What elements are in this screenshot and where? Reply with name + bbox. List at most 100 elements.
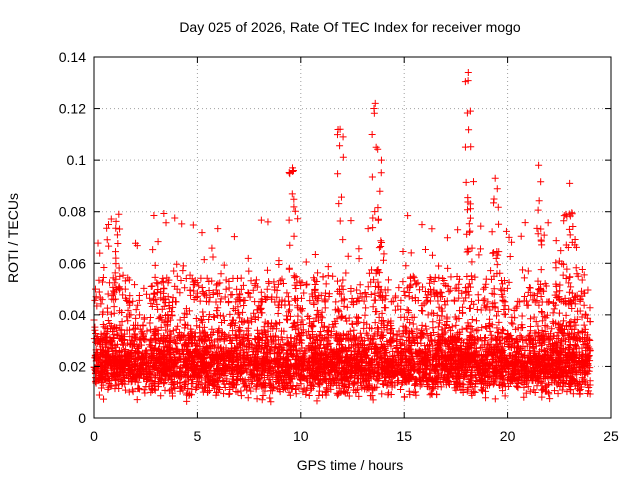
data-point bbox=[562, 364, 570, 372]
data-point bbox=[100, 395, 108, 403]
data-point bbox=[345, 392, 353, 400]
data-point bbox=[108, 345, 116, 353]
data-point bbox=[429, 324, 437, 332]
data-point bbox=[434, 323, 442, 331]
data-point bbox=[540, 385, 548, 393]
data-point bbox=[146, 319, 154, 327]
data-point bbox=[527, 322, 535, 330]
data-point bbox=[198, 284, 206, 292]
data-point bbox=[227, 340, 235, 348]
data-point bbox=[468, 315, 476, 323]
data-point bbox=[586, 390, 594, 398]
data-point bbox=[452, 321, 460, 329]
data-point bbox=[354, 375, 362, 383]
data-point bbox=[244, 394, 252, 402]
data-point bbox=[373, 383, 381, 391]
data-point bbox=[492, 312, 500, 320]
data-point bbox=[98, 296, 106, 304]
data-point bbox=[461, 372, 469, 380]
data-point bbox=[95, 391, 103, 399]
data-point bbox=[305, 392, 313, 400]
data-point bbox=[333, 389, 341, 397]
data-point bbox=[322, 280, 330, 288]
data-point bbox=[278, 275, 286, 283]
data-point bbox=[419, 307, 427, 315]
data-point bbox=[428, 386, 436, 394]
data-point bbox=[429, 318, 437, 326]
data-point bbox=[141, 389, 149, 397]
data-point bbox=[264, 327, 272, 335]
data-point bbox=[192, 314, 200, 322]
data-point bbox=[550, 305, 558, 313]
data-point bbox=[545, 389, 553, 397]
data-point bbox=[207, 363, 215, 371]
data-point bbox=[354, 385, 362, 393]
data-point bbox=[173, 272, 181, 280]
data-point bbox=[514, 384, 522, 392]
data-point bbox=[267, 398, 275, 406]
data-point bbox=[291, 386, 299, 394]
data-point bbox=[232, 388, 240, 395]
data-point bbox=[111, 385, 119, 393]
data-point bbox=[401, 292, 409, 300]
data-point bbox=[465, 377, 473, 385]
data-point bbox=[225, 390, 233, 398]
chart-title: Day 025 of 2026, Rate Of TEC Index for r… bbox=[179, 19, 521, 35]
data-point bbox=[253, 395, 261, 403]
data-point bbox=[273, 385, 281, 393]
data-point bbox=[126, 333, 134, 341]
data-point bbox=[497, 285, 505, 293]
data-point bbox=[303, 280, 311, 288]
data-point bbox=[410, 274, 418, 282]
data-point bbox=[169, 392, 177, 400]
data-point bbox=[362, 329, 370, 337]
data-point bbox=[99, 278, 107, 286]
data-point bbox=[212, 391, 220, 399]
data-point bbox=[569, 390, 577, 398]
data-point bbox=[491, 395, 499, 403]
data-point bbox=[252, 276, 260, 284]
data-point bbox=[410, 389, 418, 397]
data-point bbox=[518, 312, 526, 320]
data-point bbox=[273, 356, 281, 364]
data-point bbox=[369, 396, 377, 404]
data-point bbox=[406, 391, 414, 399]
data-point bbox=[334, 307, 342, 315]
data-point bbox=[505, 305, 513, 313]
data-point bbox=[356, 281, 364, 289]
data-point bbox=[585, 387, 593, 395]
data-point bbox=[226, 386, 234, 394]
data-point bbox=[197, 380, 205, 388]
data-point bbox=[134, 301, 142, 309]
data-point bbox=[247, 387, 255, 395]
data-point bbox=[155, 315, 163, 323]
data-point bbox=[563, 388, 571, 396]
data-point bbox=[286, 391, 294, 399]
data-point bbox=[525, 284, 533, 292]
data-point bbox=[358, 358, 366, 366]
data-point bbox=[329, 272, 337, 280]
data-point bbox=[266, 394, 274, 402]
data-point bbox=[263, 285, 271, 293]
data-point bbox=[370, 296, 378, 304]
data-point bbox=[350, 326, 358, 334]
data-point bbox=[481, 283, 489, 291]
data-point bbox=[132, 306, 140, 314]
data-point bbox=[482, 275, 490, 283]
data-point bbox=[124, 317, 132, 325]
data-point bbox=[395, 284, 403, 292]
data-point bbox=[140, 386, 148, 394]
data-point bbox=[220, 390, 228, 398]
data-point bbox=[292, 285, 300, 293]
data-point bbox=[358, 384, 366, 392]
data-point bbox=[222, 285, 230, 293]
data-point bbox=[221, 371, 229, 379]
data-point bbox=[258, 396, 266, 404]
data-point bbox=[433, 391, 441, 399]
data-point bbox=[92, 338, 100, 346]
data-point bbox=[447, 327, 455, 335]
data-point bbox=[121, 386, 129, 394]
data-point bbox=[111, 377, 119, 385]
data-point bbox=[128, 386, 136, 394]
